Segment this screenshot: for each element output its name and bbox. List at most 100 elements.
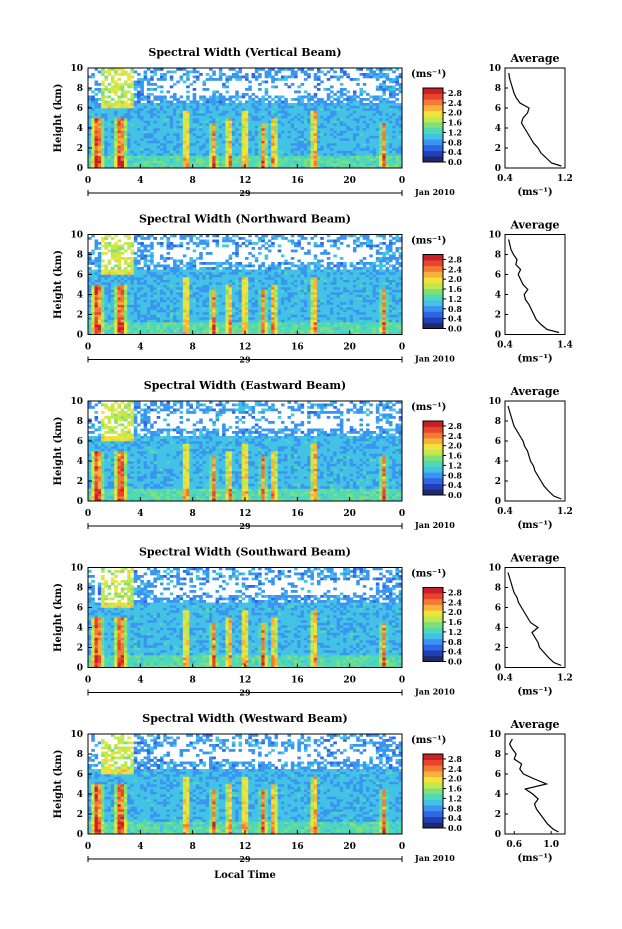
heatmap-cell — [346, 143, 350, 146]
heatmap-cell — [107, 110, 112, 114]
heatmap-cell — [101, 115, 105, 119]
heatmap-cell — [290, 118, 295, 121]
heatmap-cell — [215, 130, 220, 134]
heatmap-cell — [88, 135, 92, 139]
heatmap-cell — [182, 264, 187, 268]
heatmap-cell — [159, 150, 164, 154]
heatmap-cell — [163, 319, 167, 323]
heatmap-cell — [120, 327, 125, 330]
heatmap-cell — [179, 123, 184, 126]
heatmap-cell — [372, 148, 377, 151]
heatmap-cell — [300, 140, 305, 144]
heatmap-cell — [120, 118, 125, 121]
heatmap-cell — [336, 133, 341, 136]
heatmap-cell — [137, 234, 141, 238]
heatmap-cell — [372, 113, 377, 116]
heatmap-cell — [245, 123, 249, 126]
heatmap-cell — [245, 103, 249, 106]
heatmap-cell — [130, 145, 135, 149]
heatmap-cell — [176, 267, 180, 270]
heatmap-cell — [182, 282, 187, 285]
heatmap-cell — [143, 237, 148, 240]
heatmap-cell — [104, 272, 108, 275]
heatmap-cell — [123, 289, 128, 293]
heatmap-cell — [395, 163, 400, 166]
heatmap-cell — [333, 110, 337, 114]
heatmap-cell — [199, 138, 203, 141]
heatmap-cell — [88, 98, 92, 101]
heatmap-cell — [153, 150, 157, 154]
heatmap-cell — [356, 123, 360, 126]
heatmap-cell — [248, 282, 252, 285]
heatmap-cell — [251, 118, 256, 121]
heatmap-cell — [104, 307, 108, 310]
heatmap-cell — [179, 272, 184, 275]
heatmap-cell — [267, 128, 272, 131]
heatmap-cell — [284, 148, 288, 151]
heatmap-cell — [290, 145, 295, 149]
heatmap-cell — [251, 329, 256, 333]
colorbar-tick-label: 2.8 — [448, 88, 462, 98]
heatmap-cell — [163, 148, 167, 151]
heatmap-cell — [163, 257, 167, 260]
heatmap-cell — [382, 118, 386, 121]
heatmap-cell — [258, 267, 262, 270]
heatmap-cell — [313, 140, 318, 144]
heatmap-cell — [297, 130, 301, 134]
heatmap-cell — [166, 252, 171, 255]
heatmap-cell — [267, 307, 272, 310]
heatmap-cell — [385, 115, 390, 119]
heatmap-cell — [130, 85, 135, 89]
heatmap-cell — [264, 289, 269, 293]
heatmap-cell — [159, 130, 164, 134]
heatmap-cell — [169, 269, 174, 273]
heatmap-cell — [127, 287, 131, 290]
heatmap-cell — [110, 125, 115, 129]
heatmap-cell — [362, 158, 367, 161]
heatmap-cell — [248, 80, 252, 84]
heatmap-cell — [163, 160, 167, 164]
heatmap-cell — [176, 128, 180, 131]
heatmap-cell — [192, 274, 197, 278]
heatmap-cell — [271, 75, 275, 79]
heatmap-cell — [320, 158, 324, 161]
heatmap-cell — [271, 68, 275, 71]
heatmap-cell — [379, 150, 383, 154]
heatmap-cell — [117, 68, 122, 71]
heatmap-cell — [107, 299, 112, 303]
heatmap-cell — [274, 138, 279, 141]
heatmap-cell — [294, 113, 298, 116]
heatmap-cell — [101, 309, 105, 313]
heatmap-cell — [205, 302, 210, 305]
heatmap-cell — [359, 125, 364, 129]
heatmap-cell — [186, 234, 190, 238]
heatmap-cell — [94, 158, 99, 161]
heatmap-cell — [218, 309, 223, 313]
heatmap-cell — [120, 297, 125, 300]
heatmap-cell — [349, 110, 354, 114]
heatmap-cell — [202, 130, 207, 134]
heatmap-cell — [91, 73, 95, 76]
heatmap-cell — [133, 85, 138, 89]
heatmap-cell — [88, 267, 92, 270]
heatmap-cell — [195, 120, 200, 124]
heatmap-cell — [146, 322, 151, 325]
heatmap-cell — [146, 302, 151, 305]
heatmap-cell — [127, 90, 131, 94]
heatmap-cell — [235, 123, 239, 126]
heatmap-cell — [176, 312, 180, 315]
heatmap-cell — [222, 262, 226, 265]
heatmap-cell — [280, 68, 285, 71]
heatmap-cell — [114, 83, 118, 86]
heatmap-cell — [222, 277, 226, 280]
heatmap-cell — [313, 150, 318, 154]
heatmap-cell — [186, 110, 190, 114]
heatmap-cell — [127, 113, 131, 116]
heatmap-cell — [290, 133, 295, 136]
heatmap-cell — [104, 153, 108, 156]
colorbar-tick-label: 2.4 — [448, 98, 462, 108]
heatmap-cell — [235, 115, 239, 119]
heatmap-cell — [169, 145, 174, 149]
heatmap-cell — [104, 247, 108, 250]
heatmap-cell — [248, 88, 252, 91]
